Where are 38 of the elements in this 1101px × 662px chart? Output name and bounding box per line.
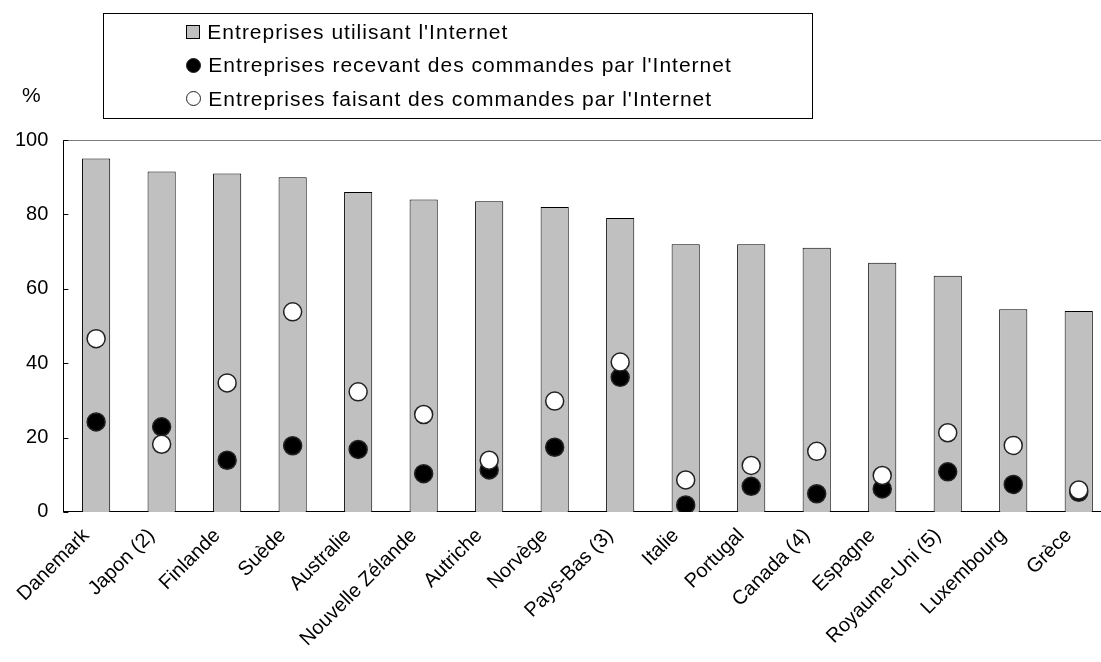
y-tick-label: 0 [37, 499, 49, 522]
point [413, 463, 434, 484]
point [348, 382, 368, 402]
legend-label: Entreprises utilisant l'Internet [207, 19, 509, 44]
point [741, 476, 761, 497]
point [151, 417, 172, 437]
point [544, 437, 565, 457]
y-tick-label: 80 [26, 201, 49, 224]
point [413, 404, 434, 425]
point [282, 436, 303, 456]
point [741, 455, 761, 476]
point [806, 483, 827, 504]
point [479, 450, 499, 471]
point [151, 434, 172, 455]
point [937, 462, 958, 482]
y-tick-label: 100 [14, 127, 49, 150]
point [217, 373, 237, 393]
x-tick-label: Italie [636, 523, 683, 570]
y-tick-label: 40 [26, 350, 49, 373]
point [610, 352, 630, 372]
point [544, 391, 565, 411]
point [937, 422, 958, 443]
point [348, 439, 368, 460]
point [1003, 435, 1023, 456]
y-tick-label: 20 [26, 425, 49, 448]
point [675, 470, 696, 490]
point [217, 450, 237, 471]
legend-label: Entreprises recevant des commandes par l'Internet [208, 53, 732, 78]
point [872, 465, 892, 486]
point [1003, 474, 1023, 495]
legend-label: Entreprises faisant des commandes par l'Internet [208, 86, 713, 111]
point [282, 302, 303, 322]
point [806, 441, 827, 462]
point [86, 412, 106, 432]
y-axis-title: % [22, 82, 41, 106]
y-tick-label: 60 [26, 276, 49, 299]
point [675, 495, 696, 512]
point [86, 328, 106, 349]
